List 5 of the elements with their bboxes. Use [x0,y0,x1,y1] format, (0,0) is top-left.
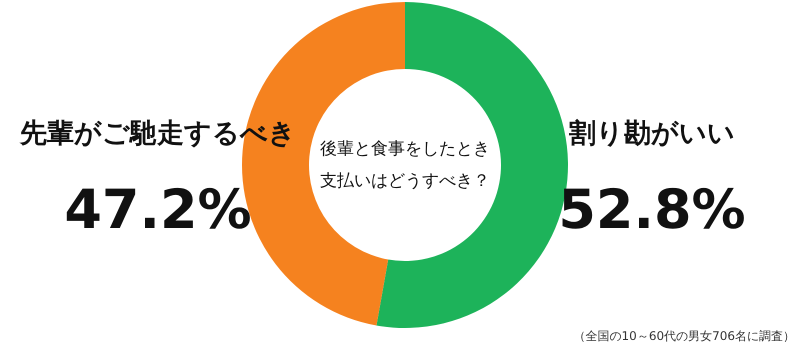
slice-label: 割り勘がいい [568,118,735,149]
text: 後輩と食事をしたとき支払いはどうすべき？ [320,138,490,193]
data-label: 47.2% [64,178,252,241]
text: （全国の10～60代の男女706名に調査） [574,329,795,343]
data-label: 52.8% [558,178,746,241]
